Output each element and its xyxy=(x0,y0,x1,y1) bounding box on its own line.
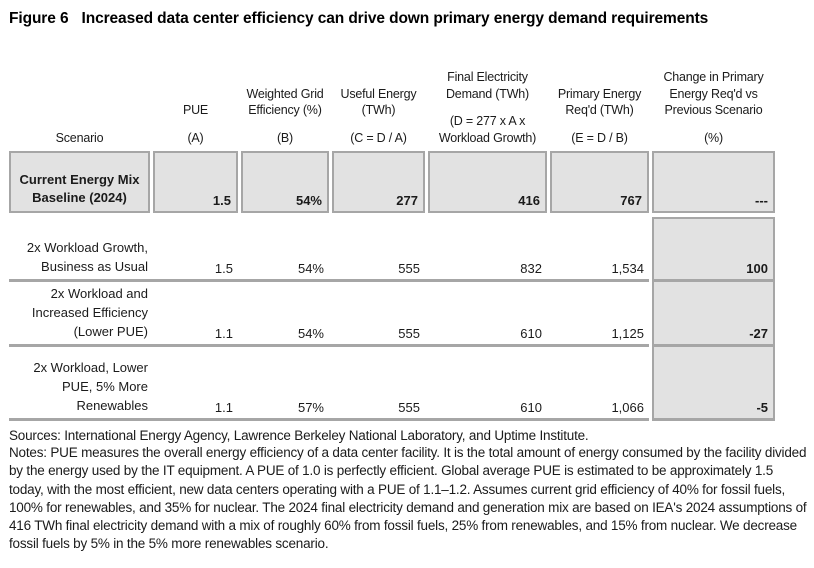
change-cell: 100 xyxy=(652,217,775,282)
column-header-label: Change in Primary Energy Req'd vs Previo… xyxy=(663,70,764,117)
column-header-pue: PUE (A) xyxy=(153,49,238,146)
figure-title-text: Increased data center efficiency can dri… xyxy=(81,10,709,27)
table-row: 2x Workload and Increased Efficiency (Lo… xyxy=(9,282,808,347)
column-header-useful-energy: Useful Energy (TWh) (C = D / A) xyxy=(332,49,425,146)
scenario-cell: 2x Workload, Lower PUE, 5% More Renewabl… xyxy=(33,360,148,413)
column-header-label: Primary Energy Req'd (TWh) xyxy=(557,86,642,118)
final-demand-cell: 416 xyxy=(428,151,547,213)
change-cell: --- xyxy=(652,151,775,213)
pue-cell: 1.1 xyxy=(214,326,233,341)
table-row: 2x Workload Growth, Business as Usual 1.… xyxy=(9,213,808,282)
scenario-cell: 2x Workload Growth, Business as Usual xyxy=(26,240,148,274)
grid-efficiency-cell: 57% xyxy=(297,400,324,415)
row-main-cells: 2x Workload and Increased Efficiency (Lo… xyxy=(9,282,649,347)
figure-page: Figure 6 Increased data center efficiency… xyxy=(9,10,808,552)
row-main-cells: 2x Workload, Lower PUE, 5% More Renewabl… xyxy=(9,347,649,421)
grid-efficiency-cell: 54% xyxy=(297,326,324,341)
pue-cell: 1.5 xyxy=(153,151,238,213)
column-header-label: Final Electricity Demand (TWh) xyxy=(445,70,530,101)
column-subheader: (%) xyxy=(704,130,723,145)
column-subheader: Scenario xyxy=(55,130,104,145)
sources-text: Sources: International Energy Agency, La… xyxy=(9,428,589,443)
table-header-row: Scenario PUE (A) Weighted Grid Efficienc… xyxy=(9,49,808,146)
primary-energy-cell: 1,066 xyxy=(611,400,644,415)
useful-energy-cell: 555 xyxy=(398,400,420,415)
figure-title: Figure 6 Increased data center efficiency… xyxy=(9,10,808,28)
final-demand-cell: 610 xyxy=(520,400,542,415)
column-header-primary-energy: Primary Energy Req'd (TWh) (E = D / B) xyxy=(550,49,649,146)
useful-energy-cell: 277 xyxy=(332,151,425,213)
figure-number: Figure 6 xyxy=(9,10,69,27)
column-subheader: (A) xyxy=(187,130,204,145)
primary-energy-cell: 1,534 xyxy=(611,261,644,276)
column-header-grid-efficiency: Weighted Grid Efficiency (%) (B) xyxy=(241,49,329,146)
column-header-label: PUE xyxy=(182,103,209,117)
column-header-label: Useful Energy (TWh) xyxy=(340,86,417,118)
useful-energy-cell: 555 xyxy=(398,326,420,341)
final-demand-cell: 610 xyxy=(520,326,542,341)
primary-energy-cell: 1,125 xyxy=(611,326,644,341)
grid-efficiency-cell: 54% xyxy=(241,151,329,213)
pue-cell: 1.1 xyxy=(214,400,233,415)
column-header-scenario: Scenario xyxy=(9,49,150,146)
column-header-label: Weighted Grid Efficiency (%) xyxy=(246,86,324,118)
useful-energy-cell: 555 xyxy=(398,261,420,276)
primary-energy-cell: 767 xyxy=(550,151,649,213)
column-header-final-demand: Final Electricity Demand (TWh) (D = 277 … xyxy=(428,49,547,146)
notes-text: Notes: PUE measures the overall energy e… xyxy=(9,445,807,552)
final-demand-cell: 832 xyxy=(520,261,542,276)
scenario-cell: 2x Workload and Increased Efficiency (Lo… xyxy=(31,286,148,339)
change-cell: -27 xyxy=(652,282,775,347)
grid-efficiency-cell: 54% xyxy=(297,261,324,276)
pue-cell: 1.5 xyxy=(214,261,233,276)
change-cell: -5 xyxy=(652,347,775,421)
column-header-change: Change in Primary Energy Req'd vs Previo… xyxy=(652,49,775,146)
column-subheader: (D = 277 x A x Workload Growth) xyxy=(438,114,537,145)
column-subheader: (E = D / B) xyxy=(571,130,628,145)
row-main-cells: 2x Workload Growth, Business as Usual 1.… xyxy=(9,213,649,282)
table-row-baseline: Current Energy Mix Baseline (2024) 1.5 5… xyxy=(9,151,808,213)
table-row: 2x Workload, Lower PUE, 5% More Renewabl… xyxy=(9,347,808,421)
column-subheader: (B) xyxy=(276,130,294,145)
scenario-cell: Current Energy Mix Baseline (2024) xyxy=(9,151,150,213)
column-subheader: (C = D / A) xyxy=(350,130,407,145)
